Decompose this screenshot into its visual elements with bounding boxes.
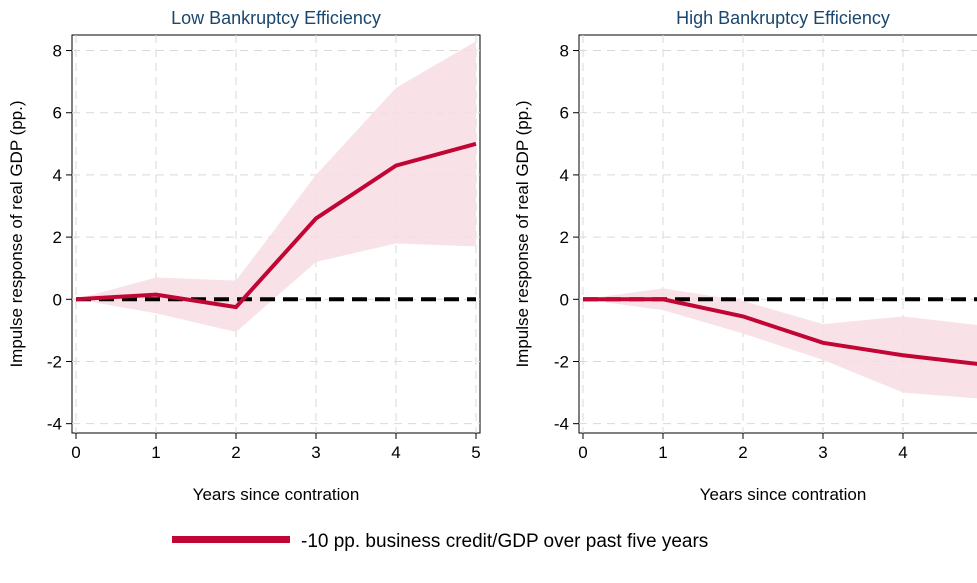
x-tick-label: 0 bbox=[578, 443, 587, 462]
x-tick-label: 4 bbox=[898, 443, 907, 462]
y-tick-label: 2 bbox=[53, 228, 62, 247]
x-tick-label: 1 bbox=[658, 443, 667, 462]
panel-high-bankruptcy-efficiency: High Bankruptcy Efficiency 012345-4-2024… bbox=[513, 8, 977, 504]
panel-low-bankruptcy-efficiency: Low Bankruptcy Efficiency 0 1 2 3 4 5 -4 -2 0 2 4 6… bbox=[7, 8, 481, 504]
y-tick-label: -4 bbox=[554, 415, 569, 434]
x-tick-label: 3 bbox=[311, 443, 320, 462]
y-tick-label: 8 bbox=[560, 42, 569, 61]
impulse-response-line bbox=[75, 141, 477, 310]
y-axis-label: Impulse response of real GDP (pp.) bbox=[7, 100, 26, 367]
y-axis-label: Impulse response of real GDP (pp.) bbox=[513, 100, 532, 367]
y-tick-label: 0 bbox=[560, 290, 569, 309]
y-tick-label: -2 bbox=[554, 352, 569, 371]
y-tick-label: 0 bbox=[53, 290, 62, 309]
confidence-band bbox=[76, 41, 476, 332]
y-tick-label: 6 bbox=[53, 104, 62, 123]
legend-swatch bbox=[172, 536, 290, 543]
x-tick-label: 1 bbox=[151, 443, 160, 462]
grid-lines bbox=[579, 35, 977, 433]
x-axis-label: Years since contration bbox=[700, 485, 867, 504]
y-tick-label: 2 bbox=[560, 228, 569, 247]
x-axis-label: Years since contration bbox=[193, 485, 360, 504]
x-tick-label: 0 bbox=[71, 443, 80, 462]
y-tick-label: -2 bbox=[47, 352, 62, 371]
chart-title: Low Bankruptcy Efficiency bbox=[171, 8, 381, 28]
impulse-response-line bbox=[583, 297, 977, 366]
chart-title: High Bankruptcy Efficiency bbox=[676, 8, 890, 28]
y-tick-label: 8 bbox=[53, 42, 62, 61]
legend-label: -10 pp. business credit/GDP over past fi… bbox=[301, 531, 708, 552]
legend: -10 pp. business credit/GDP over past fi… bbox=[172, 531, 708, 552]
x-tick-label: 2 bbox=[738, 443, 747, 462]
x-tick-label: 3 bbox=[818, 443, 827, 462]
y-tick-label: 4 bbox=[560, 166, 569, 185]
x-tick-label: 4 bbox=[391, 443, 400, 462]
y-tick-label: 6 bbox=[560, 104, 569, 123]
y-tick-label: -4 bbox=[47, 415, 62, 434]
y-tick-label: 4 bbox=[53, 166, 62, 185]
axis-ticks: 0 1 2 3 4 5 -4 -2 0 2 4 6 8 bbox=[47, 42, 481, 462]
x-tick-label: 2 bbox=[231, 443, 240, 462]
x-tick-label: 5 bbox=[471, 443, 480, 462]
confidence-band bbox=[583, 288, 977, 399]
